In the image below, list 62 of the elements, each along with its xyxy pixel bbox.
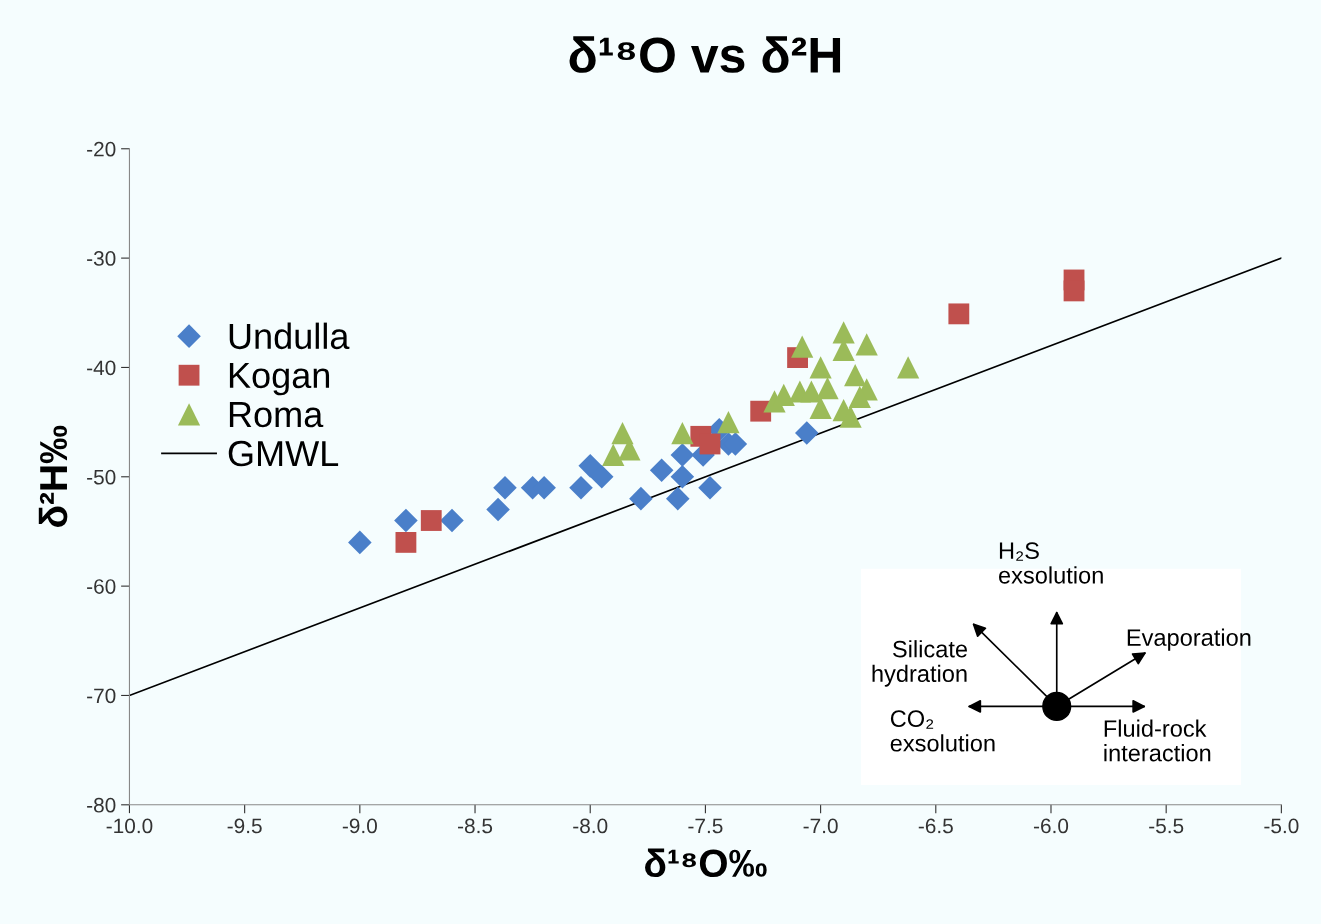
point bbox=[670, 443, 695, 467]
x-tick-label: -7.5 bbox=[688, 818, 723, 834]
point bbox=[486, 497, 510, 522]
point bbox=[816, 377, 839, 400]
point bbox=[832, 321, 855, 344]
point bbox=[844, 363, 867, 387]
y-tick-label: -60 bbox=[87, 579, 116, 594]
point bbox=[420, 510, 442, 531]
y-tick-label: -80 bbox=[87, 797, 116, 813]
point bbox=[855, 333, 878, 356]
point bbox=[848, 385, 871, 409]
x-tick-label: -8.5 bbox=[458, 818, 493, 834]
point bbox=[602, 443, 625, 467]
y-tick-label: -50 bbox=[87, 469, 116, 485]
legend-label: GMWL bbox=[228, 440, 339, 467]
point bbox=[578, 454, 603, 478]
point bbox=[569, 475, 593, 500]
legend-label: Roma bbox=[229, 402, 324, 428]
point bbox=[440, 508, 464, 533]
x-tick-label: -5.0 bbox=[1264, 818, 1299, 834]
x-tick-label: -7.0 bbox=[803, 818, 838, 834]
point bbox=[629, 486, 653, 511]
point bbox=[394, 508, 418, 533]
point bbox=[589, 465, 614, 489]
x-tick-label: -6.5 bbox=[918, 818, 953, 834]
point bbox=[795, 421, 819, 445]
x-axis-title: δ¹⁸O‰ bbox=[645, 848, 767, 878]
point bbox=[1063, 280, 1085, 302]
x-tick-label: -8.0 bbox=[573, 818, 608, 834]
chart-title: δ¹⁸O vs δ²H bbox=[569, 36, 841, 73]
legend-label: Kogan bbox=[229, 363, 330, 396]
point bbox=[897, 356, 920, 379]
point bbox=[791, 335, 814, 358]
y-tick-label: -30 bbox=[87, 251, 116, 266]
annotation: Evaporation bbox=[1127, 628, 1251, 651]
annotation: Silicate hydration bbox=[872, 640, 967, 687]
annotation: CO₂ exsolution bbox=[890, 710, 995, 752]
annotation: H₂S exsolution bbox=[999, 542, 1103, 584]
annotation: Fluid-rock interaction bbox=[1104, 719, 1211, 762]
point bbox=[699, 433, 721, 455]
point bbox=[649, 458, 674, 483]
legend-label: Undulla bbox=[229, 322, 350, 350]
y-axis-title: δ²H‰ bbox=[38, 425, 68, 527]
x-tick-label: -9.0 bbox=[342, 818, 377, 834]
point bbox=[395, 531, 417, 553]
y-tick-label: -40 bbox=[87, 360, 116, 376]
y-tick-label: -20 bbox=[87, 141, 116, 157]
point bbox=[348, 530, 372, 555]
point bbox=[809, 356, 832, 379]
point bbox=[665, 486, 690, 511]
x-tick-label: -6.0 bbox=[1033, 818, 1069, 834]
point bbox=[671, 421, 694, 445]
x-tick-label: -9.5 bbox=[227, 818, 262, 834]
y-tick-label: -70 bbox=[87, 688, 116, 704]
point bbox=[948, 303, 970, 325]
point bbox=[493, 475, 517, 500]
point bbox=[698, 475, 722, 500]
point bbox=[717, 411, 740, 434]
x-tick-label: -5.5 bbox=[1149, 818, 1184, 834]
point bbox=[670, 465, 695, 489]
x-tick-label: -10.0 bbox=[106, 818, 153, 834]
point bbox=[611, 421, 634, 445]
